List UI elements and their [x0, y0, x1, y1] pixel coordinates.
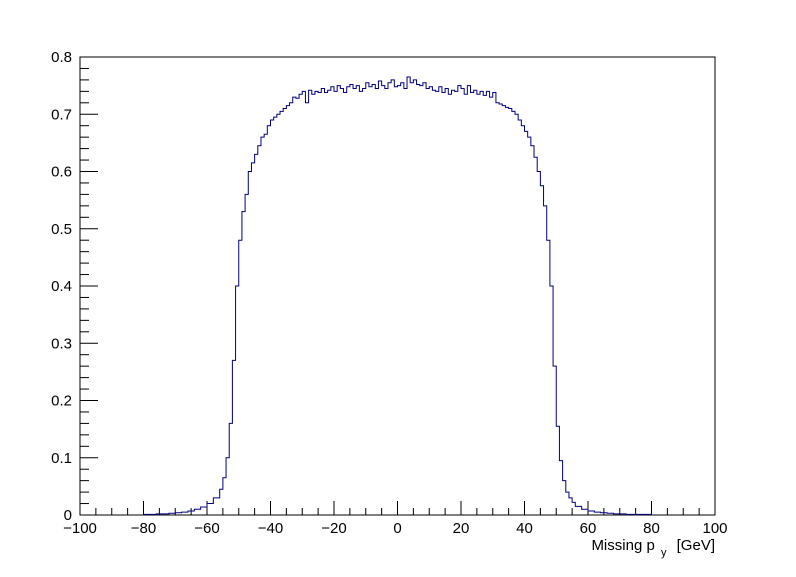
y-tick-label: 0.2	[51, 393, 72, 410]
y-tick-label: 0.4	[51, 278, 72, 295]
x-tick-label: −40	[258, 520, 283, 537]
x-tick-label: 40	[516, 520, 533, 537]
x-tick-label: −20	[321, 520, 346, 537]
x-axis-title-main: Missing p	[591, 537, 654, 554]
y-tick-label: 0.8	[51, 49, 72, 66]
x-tick-label: 60	[580, 520, 597, 537]
x-tick-label: 0	[393, 520, 401, 537]
y-tick-label: 0.6	[51, 164, 72, 181]
y-tick-label: 0.5	[51, 221, 72, 238]
x-tick-label: −60	[194, 520, 219, 537]
x-tick-label: 100	[702, 520, 727, 537]
axes-layer: 0 0.1 0.2 0.3 0.4 0.5 0.6 0.7 0.8 −100 −80 −60 −40 −2…	[51, 49, 727, 537]
x-axis-title-unit: [GeV]	[677, 537, 715, 554]
labels-layer: Missing p y [GeV]	[591, 537, 715, 560]
x-tick-label: 20	[453, 520, 470, 537]
x-axis-title-sub: y	[661, 547, 667, 559]
y-tick-label: 0.7	[51, 106, 72, 123]
y-tick-label: 0.3	[51, 335, 72, 352]
x-axis-title: Missing p y [GeV]	[591, 537, 715, 560]
y-tick-label: 0.1	[51, 450, 72, 467]
histogram-series-line	[143, 76, 652, 515]
plot-frame	[79, 56, 716, 516]
x-tick-label: −100	[63, 520, 97, 537]
plot-layer	[143, 76, 652, 515]
x-tick-label: 80	[643, 520, 660, 537]
y-tick-label: 0	[64, 507, 72, 524]
x-tick-label: −80	[131, 520, 156, 537]
